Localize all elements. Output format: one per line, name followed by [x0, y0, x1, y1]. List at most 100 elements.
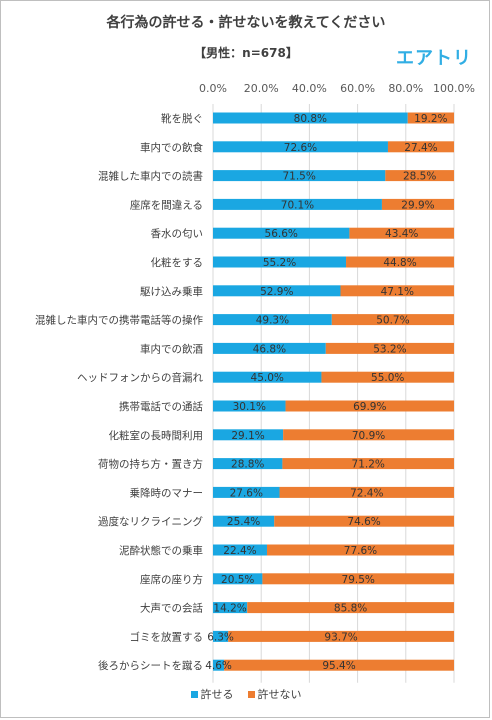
- legend: 許せる 許せない: [0, 686, 492, 702]
- bar-disallow: [381, 198, 454, 210]
- data-label-disallow: 55.0%: [371, 372, 404, 384]
- data-label-disallow: 27.4%: [404, 142, 437, 154]
- bar-allow: [213, 198, 382, 210]
- x-tick-label: 60.0%: [340, 82, 375, 95]
- bar-allow: [213, 659, 225, 671]
- bar-allow: [213, 141, 388, 153]
- x-tick-label: 80.0%: [388, 82, 423, 95]
- data-label-allow: 72.6%: [284, 142, 317, 154]
- bar-allow: [213, 227, 350, 239]
- category-label: 大声での会話: [140, 602, 203, 615]
- data-label-allow: 56.6%: [265, 228, 298, 240]
- bar-disallow: [247, 602, 454, 614]
- category-label: 混雑した車内での携帯電話等の操作: [35, 314, 203, 327]
- data-label-disallow: 77.6%: [344, 545, 377, 557]
- data-label-allow: 52.9%: [260, 286, 293, 298]
- bar-disallow: [385, 170, 454, 182]
- bar-disallow: [266, 544, 454, 556]
- bar-disallow: [340, 285, 454, 297]
- category-label: 過度なリクライニング: [98, 515, 203, 528]
- category-label: 化粧をする: [151, 256, 204, 269]
- category-label: 香水の匂い: [151, 227, 204, 240]
- bar-allow: [213, 630, 229, 642]
- bar-allow: [213, 342, 326, 354]
- bar-disallow: [228, 630, 454, 642]
- data-label-disallow: 28.5%: [403, 171, 436, 183]
- data-label-allow: 27.6%: [230, 487, 263, 499]
- bar-disallow: [279, 486, 454, 498]
- bar-disallow: [282, 458, 454, 470]
- bar-disallow: [346, 256, 454, 268]
- bar-allow: [213, 170, 386, 182]
- data-label-disallow: 74.6%: [347, 516, 380, 528]
- data-label-allow: 14.2%: [213, 603, 246, 615]
- data-label-allow: 25.4%: [227, 516, 260, 528]
- data-label-allow: 70.1%: [281, 199, 314, 211]
- bar-allow: [213, 573, 263, 585]
- bar-disallow: [274, 515, 454, 527]
- x-tick-label: 100.0%: [433, 82, 475, 95]
- legend-item-allow: 許せる: [190, 686, 234, 702]
- data-label-allow: 28.8%: [231, 459, 264, 471]
- data-label-disallow: 71.2%: [352, 459, 385, 471]
- data-label-disallow: 43.4%: [385, 228, 418, 240]
- data-label-allow: 4.6%: [205, 660, 232, 672]
- bar-allow: [213, 285, 341, 297]
- bar-disallow: [349, 227, 454, 239]
- data-label-disallow: 53.2%: [373, 343, 406, 355]
- category-label: ゴミを放置する: [130, 630, 204, 643]
- data-label-disallow: 44.8%: [383, 257, 416, 269]
- bar-allow: [213, 429, 284, 441]
- data-label-allow: 55.2%: [263, 257, 296, 269]
- bar-allow: [213, 458, 283, 470]
- x-tick-label: 40.0%: [292, 82, 327, 95]
- chart-subtitle: 【男性：n=678】: [194, 46, 298, 60]
- bar-allow: [213, 544, 267, 556]
- category-label: 泥酔状態での乗車: [119, 544, 203, 557]
- bar-allow: [213, 371, 322, 383]
- data-label-allow: 22.4%: [223, 545, 256, 557]
- category-label: 荷物の持ち方・置き方: [98, 458, 203, 471]
- bar-disallow: [331, 314, 454, 326]
- bar-disallow: [325, 342, 454, 354]
- legend-swatch-disallow: [247, 690, 255, 698]
- x-tick-label: 0.0%: [199, 82, 227, 95]
- bar-allow: [213, 400, 286, 412]
- data-label-allow: 20.5%: [221, 574, 254, 586]
- data-label-disallow: 72.4%: [350, 487, 383, 499]
- data-label-disallow: 70.9%: [352, 430, 385, 442]
- chart-title: 各行為の許せる・許せないを教えてください: [106, 15, 386, 31]
- data-label-allow: 29.1%: [231, 430, 264, 442]
- bar-disallow: [407, 112, 454, 124]
- category-label: 駆け込み乗車: [140, 285, 203, 298]
- category-label: ヘッドフォンからの音漏れ: [77, 371, 203, 384]
- legend-label-disallow: 許せない: [257, 688, 302, 701]
- category-label: 座席を間違える: [130, 198, 203, 211]
- data-label-disallow: 93.7%: [324, 631, 357, 643]
- bar-disallow: [262, 573, 454, 585]
- bar-allow: [213, 256, 347, 268]
- category-label: 後ろからシートを蹴る: [98, 659, 203, 672]
- data-label-allow: 80.8%: [294, 113, 327, 125]
- bar-disallow: [321, 371, 454, 383]
- category-label: 座席の座り方: [140, 573, 203, 586]
- data-label-allow: 71.5%: [282, 171, 315, 183]
- legend-item-disallow: 許せない: [247, 686, 302, 702]
- data-label-allow: 45.0%: [251, 372, 284, 384]
- category-label: 車内での飲食: [140, 141, 203, 154]
- data-label-allow: 49.3%: [256, 315, 289, 327]
- legend-swatch-allow: [190, 690, 198, 698]
- brand-logo: エアトリ: [396, 48, 472, 69]
- data-label-disallow: 85.8%: [334, 603, 367, 615]
- x-tick-label: 20.0%: [244, 82, 279, 95]
- data-label-disallow: 50.7%: [376, 315, 409, 327]
- data-label-disallow: 19.2%: [414, 113, 447, 125]
- data-label-disallow: 69.9%: [353, 401, 386, 413]
- legend-label-allow: 許せる: [200, 688, 234, 701]
- category-label: 乗降時のマナー: [130, 486, 204, 499]
- data-label-allow: 46.8%: [253, 343, 286, 355]
- data-label-disallow: 47.1%: [381, 286, 414, 298]
- data-label-allow: 6.3%: [207, 631, 234, 643]
